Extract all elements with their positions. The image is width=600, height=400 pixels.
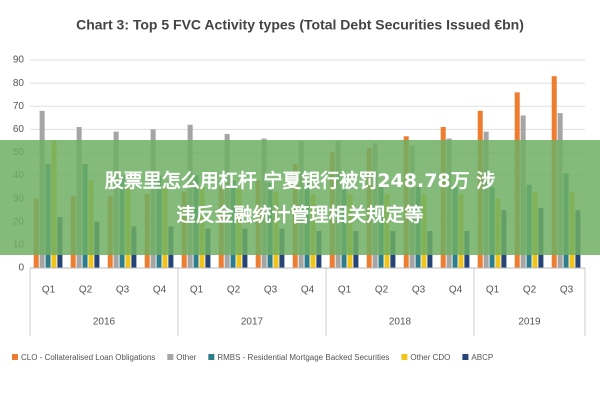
legend-label: Other (176, 353, 196, 362)
group-label: 2017 (241, 317, 264, 328)
legend-swatch (208, 354, 215, 360)
banner: 股票里怎么用杠杆 宁夏银行被罚248.78万 涉 违反金融统计管理相关规定等 (0, 140, 600, 255)
banner-line: 违反金融统计管理相关规定等 (176, 203, 424, 226)
chart-title: Chart 3: Top 5 FVC Activity types (Total… (76, 17, 524, 33)
x-tick-label: Q2 (375, 285, 389, 296)
legend-label: CLO - Collateralised Loan Obligations (21, 353, 155, 362)
legend-swatch (167, 354, 174, 360)
x-tick-label: Q1 (486, 285, 500, 296)
y-tick-label: 70 (13, 101, 25, 112)
legend-swatch (401, 354, 408, 360)
x-tick-label: Q4 (449, 285, 463, 296)
x-tick-label: Q1 (190, 285, 204, 296)
group-label: 2016 (93, 317, 116, 328)
y-tick-label: 60 (13, 124, 25, 135)
legend-label: Other CDO (410, 353, 450, 362)
x-tick-label: Q3 (264, 285, 278, 296)
x-tick-label: Q2 (79, 285, 93, 296)
y-tick-label: 90 (13, 55, 25, 66)
legend-label: RMBS - Residential Mortgage Backed Secur… (217, 353, 389, 362)
banner-line: 股票里怎么用杠杆 宁夏银行被罚248.78万 涉 (104, 169, 496, 192)
x-tick-label: Q4 (153, 285, 167, 296)
x-tick-label: Q1 (42, 285, 56, 296)
legend-label: ABCP (471, 353, 493, 362)
group-label: 2019 (518, 317, 541, 328)
y-tick-label: 80 (13, 78, 25, 89)
legend-swatch (462, 354, 469, 360)
x-tick-label: Q2 (227, 285, 241, 296)
x-tick-label: Q3 (412, 285, 426, 296)
x-tick-label: Q4 (301, 285, 315, 296)
x-tick-label: Q3 (560, 285, 574, 296)
group-label: 2018 (389, 317, 412, 328)
x-tick-label: Q3 (116, 285, 130, 296)
y-tick-label: 0 (18, 263, 24, 274)
x-tick-label: Q2 (523, 285, 537, 296)
x-tick-label: Q1 (338, 285, 352, 296)
legend-swatch (12, 354, 18, 360)
